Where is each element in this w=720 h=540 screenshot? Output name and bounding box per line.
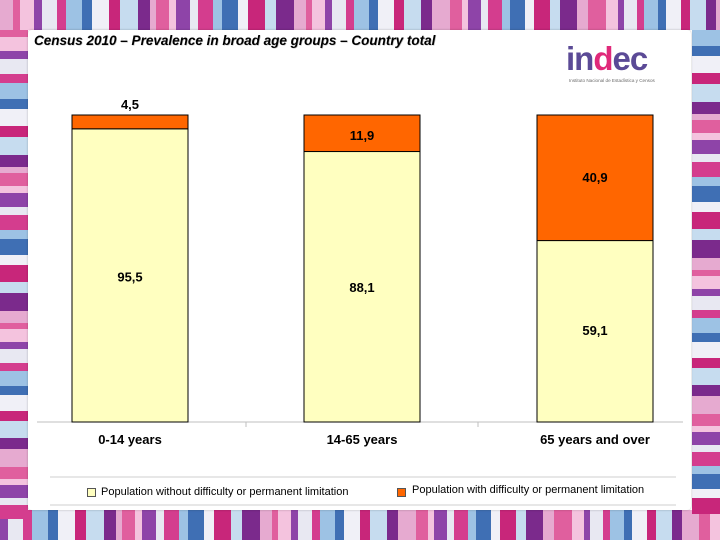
- x-tick-label-14-65: 14-65 years: [327, 432, 398, 447]
- data-label-with-difficulty-65-over: 40,9: [582, 170, 607, 185]
- bar-with-difficulty-14-65: [303, 114, 421, 153]
- data-label-with-difficulty-14-65: 11,9: [350, 128, 375, 143]
- x-tick-label-0-14: 0-14 years: [98, 432, 162, 447]
- legend-label-without-difficulty: Population without difficulty or permane…: [101, 486, 349, 498]
- data-label-without-difficulty-65-over: 59,1: [582, 323, 607, 338]
- bar-without-difficulty-0-14: [71, 128, 189, 423]
- legend-label-with-difficulty: Population with difficulty or permanent …: [412, 484, 645, 496]
- bar-with-difficulty-0-14: [71, 114, 189, 130]
- legend-swatch-with-difficulty: [397, 488, 406, 497]
- logo-subtitle: Instituto Nacional de Estadística y Cens…: [569, 78, 655, 83]
- bar-with-difficulty-65-over: [536, 114, 654, 242]
- decorative-stripes-left: [0, 30, 28, 519]
- indec-logo: indec Instituto Nacional de Estadística …: [566, 40, 676, 85]
- bar-without-difficulty-65-over: [536, 240, 654, 423]
- chart-title: Census 2010 – Prevalence in broad age gr…: [34, 33, 436, 48]
- data-label-without-difficulty-0-14: 95,5: [117, 269, 142, 284]
- logo-wordmark: indec: [566, 40, 648, 77]
- decorative-stripes-bottom: [0, 510, 720, 540]
- legend-swatch-without-difficulty: [87, 488, 96, 497]
- bar-without-difficulty-14-65: [303, 151, 421, 423]
- x-tick-label-65-over: 65 years and over: [540, 432, 650, 447]
- data-label-with-difficulty-0-14: 4,5: [121, 97, 139, 112]
- decorative-stripes-right: [692, 30, 720, 514]
- data-label-without-difficulty-14-65: 88,1: [349, 280, 374, 295]
- decorative-stripes-top: [0, 0, 720, 30]
